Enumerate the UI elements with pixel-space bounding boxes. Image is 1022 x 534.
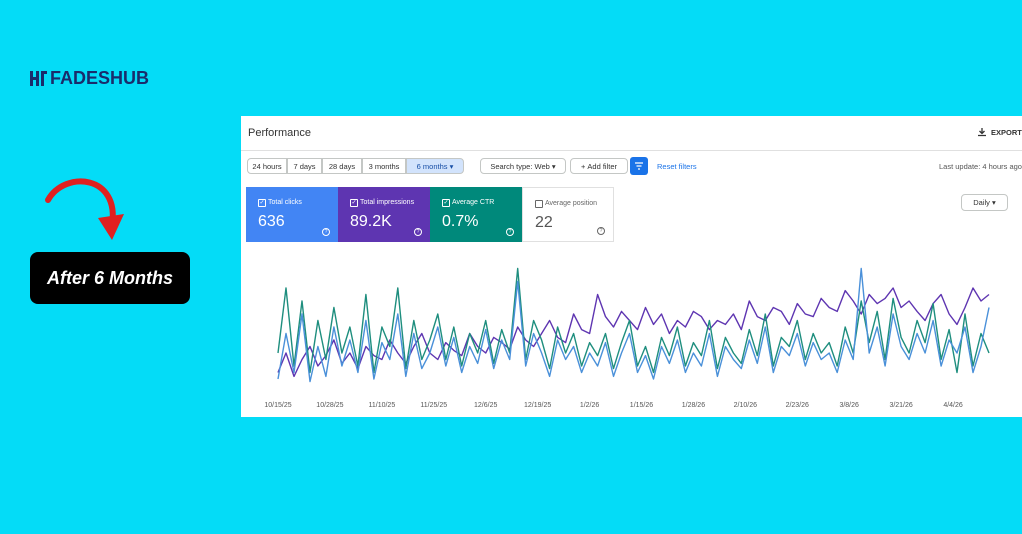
metric-label: Total impressions [360,199,415,206]
range-button[interactable]: 28 days [322,158,362,174]
x-tick-label: 12/19/25 [524,402,551,409]
brand: FADESHUB [50,68,150,88]
x-tick-label: 11/25/25 [420,402,447,409]
metric-label: Average CTR [452,199,495,206]
metric-label: Total clicks [268,199,302,206]
export-button[interactable]: EXPORT [991,128,1022,137]
line [277,267,990,383]
x-tick-label: 2/23/26 [786,402,809,409]
range-button[interactable]: 6 months ▾ [406,158,464,174]
last-update: Last update: 4 hours ago [939,162,1022,171]
x-tick-label: 2/10/26 [734,402,757,409]
granularity-select[interactable]: Daily ▾ [961,194,1008,211]
search-type[interactable]: Search type: Web ▾ [480,158,566,174]
chart: 10/15/25 10/28/25 11/10/25 11/25/25 12/6/25 1… [264,267,990,409]
granularity: Daily [973,198,990,207]
export-icon [978,128,986,137]
help-icon: ? [414,228,422,236]
metric-card[interactable]: ✓ Total clicks 636? [246,187,338,242]
search-type-label: Search type: Web [490,161,550,171]
metric-label: Average position [545,200,598,207]
window-title: Performance [248,127,311,139]
line [277,267,990,374]
filter-icon[interactable] [630,157,648,175]
metric-card[interactable]: ✓ Average CTR 0.7%? [430,187,522,242]
metric-card[interactable]: Average position 22? [522,187,614,242]
metric-value: 0.7% [442,213,479,230]
range-button[interactable]: 24 hours [247,158,287,174]
range-button[interactable]: 3 months [362,158,406,174]
checkbox: ✓ [350,199,358,207]
help-icon: ? [506,228,514,236]
x-tick-label: 10/15/25 [264,402,291,409]
line [277,287,990,378]
checkbox: ✓ [442,199,450,207]
help-icon: ? [597,227,605,235]
metric-value: 636 [258,213,285,230]
x-tick-label: 1/15/26 [630,402,653,409]
x-tick-label: 3/8/26 [839,402,859,409]
window: Performance EXPORT Search type: Web ▾ + … [241,116,1022,417]
x-tick-label: 4/4/26 [943,402,963,409]
help-icon: ? [322,228,330,236]
metric-card[interactable]: ✓ Total impressions 89.2K? [338,187,430,242]
metric-value: 89.2K [350,213,392,230]
x-tick-label: 10/28/25 [316,402,343,409]
add-filter[interactable]: + Add filter [570,158,628,174]
x-tick-label: 1/2/26 [580,402,600,409]
x-tick-label: 1/28/26 [682,402,705,409]
metric-value: 22 [535,214,553,231]
reset-filters[interactable]: Reset filters [657,162,697,171]
x-tick-label: 11/10/25 [368,402,395,409]
checkbox [535,200,543,208]
brand-icon [30,71,47,86]
x-tick-label: 3/21/26 [889,402,912,409]
add-filter-label: Add filter [587,161,618,171]
badge: After 6 Months [30,252,190,304]
arrow [45,178,124,240]
x-tick-label: 12/6/25 [474,402,497,409]
divider [241,150,1022,151]
range-button[interactable]: 7 days [287,158,322,174]
checkbox: ✓ [258,199,266,207]
